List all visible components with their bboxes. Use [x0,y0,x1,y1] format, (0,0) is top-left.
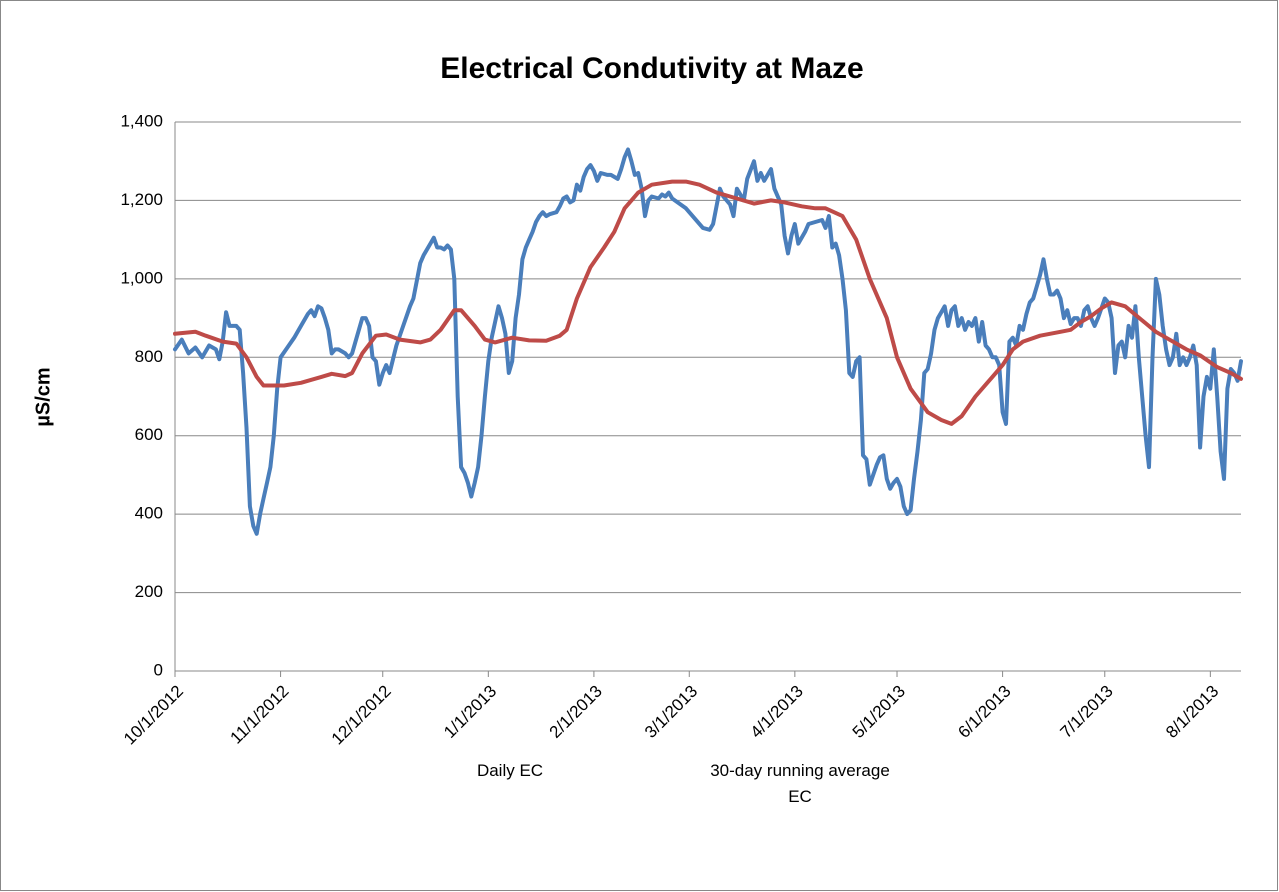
y-tick-label: 800 [135,347,163,366]
chart-title: Electrical Condutivity at Maze [440,52,863,85]
y-tick-label: 1,400 [120,111,163,130]
legend-entry: 30-day running average EC [710,761,890,806]
line-series [173,179,1243,426]
y-tick-label: 1,000 [120,268,163,287]
y-tick-label: 200 [135,582,163,601]
y-tick-label: 0 [154,660,163,679]
y-tick-label: 400 [135,504,163,523]
y-tick-label: 1,200 [120,190,163,209]
y-axis-title: µS/cm [32,367,54,426]
y-tick-label: 600 [135,425,163,444]
legend-entry: Daily EC [476,761,544,780]
